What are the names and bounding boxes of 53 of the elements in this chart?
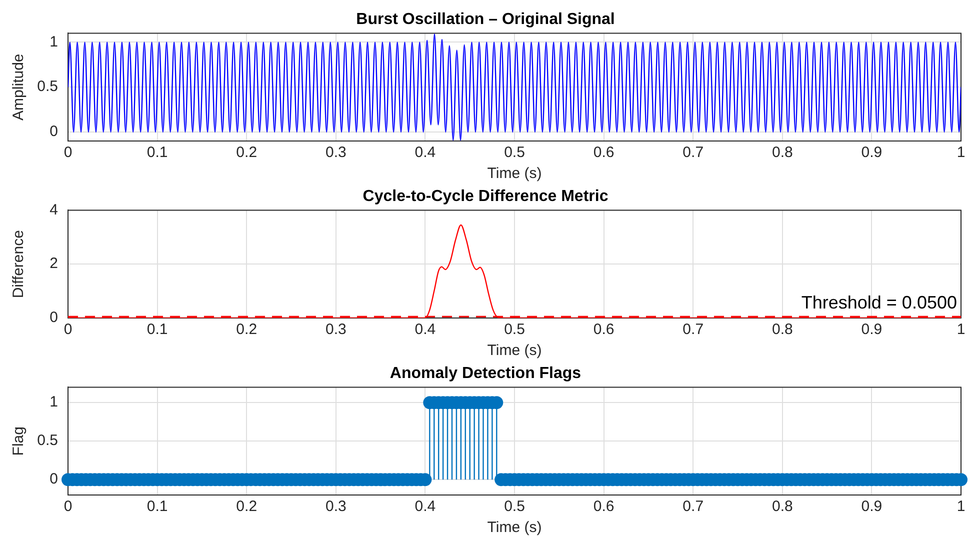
x-tick-label: 0.5 (504, 321, 525, 338)
x-axis-title: Time (s) (487, 342, 542, 360)
x-tick-label: 0.1 (146, 144, 168, 162)
x-tick-label: 0.4 (414, 498, 436, 516)
x-tick-label: 0.8 (772, 321, 793, 338)
y-axis-title: Amplitude (10, 54, 28, 120)
x-tick-label: 1 (956, 321, 966, 338)
x-tick-label: 0.6 (593, 144, 614, 162)
x-tick-label: 0.4 (414, 321, 436, 338)
x-tick-label: 0.3 (325, 498, 346, 516)
x-tick-label: 0.6 (593, 498, 614, 516)
x-tick-label: 0.7 (682, 321, 704, 338)
x-tick-label: 0.3 (325, 144, 346, 162)
y-axis-title: Flag (10, 426, 28, 456)
x-tick-label: 0.2 (236, 144, 258, 162)
x-tick-label: 0.9 (861, 321, 882, 338)
x-tick-label: 0.2 (236, 498, 258, 516)
y-axis-title: Difference (10, 230, 28, 298)
x-tick-label: 0.2 (236, 321, 258, 338)
x-tick-label: 0.5 (504, 144, 525, 162)
y-tick-label: 1 (50, 394, 58, 411)
x-axis-title: Time (s) (487, 519, 542, 536)
x-axis-title: Time (s) (487, 165, 542, 182)
y-tick-label: 0 (50, 470, 58, 488)
x-tick-label: 0.4 (414, 144, 436, 162)
x-tick-label: 0.8 (772, 498, 793, 516)
x-tick-label: 1 (956, 144, 966, 162)
x-tick-label: 0.9 (861, 498, 882, 516)
x-tick-label: 1 (956, 498, 966, 516)
chart-title: Anomaly Detection Flags (390, 365, 582, 382)
chart-title: Burst Oscillation – Original Signal (356, 11, 615, 28)
line-series (68, 34, 961, 141)
x-tick-label: 0.1 (146, 321, 168, 338)
x-tick-label: 0.8 (772, 144, 793, 162)
x-tick-label: 0.7 (682, 498, 704, 516)
ref-line-label: Threshold = 0.0500 (801, 292, 957, 313)
x-tick-label: 0 (64, 321, 72, 338)
y-tick-label: 2 (50, 255, 58, 272)
x-tick-label: 0.3 (325, 321, 346, 338)
y-tick-label: 0.5 (37, 78, 58, 96)
x-tick-label: 0 (64, 498, 72, 516)
y-tick-label: 0.5 (37, 432, 58, 450)
chart-title: Cycle-to-Cycle Difference Metric (362, 188, 608, 206)
x-tick-label: 0.7 (682, 144, 704, 162)
y-tick-label: 4 (50, 201, 58, 218)
y-tick-label: 1 (50, 33, 58, 50)
x-tick-label: 0.5 (504, 498, 525, 516)
x-tick-label: 0.1 (146, 498, 168, 516)
x-tick-label: 0.9 (861, 144, 882, 162)
y-tick-label: 0 (50, 123, 58, 140)
x-tick-label: 0 (64, 144, 72, 162)
x-tick-label: 0.6 (593, 321, 614, 338)
y-tick-label: 0 (50, 309, 58, 326)
